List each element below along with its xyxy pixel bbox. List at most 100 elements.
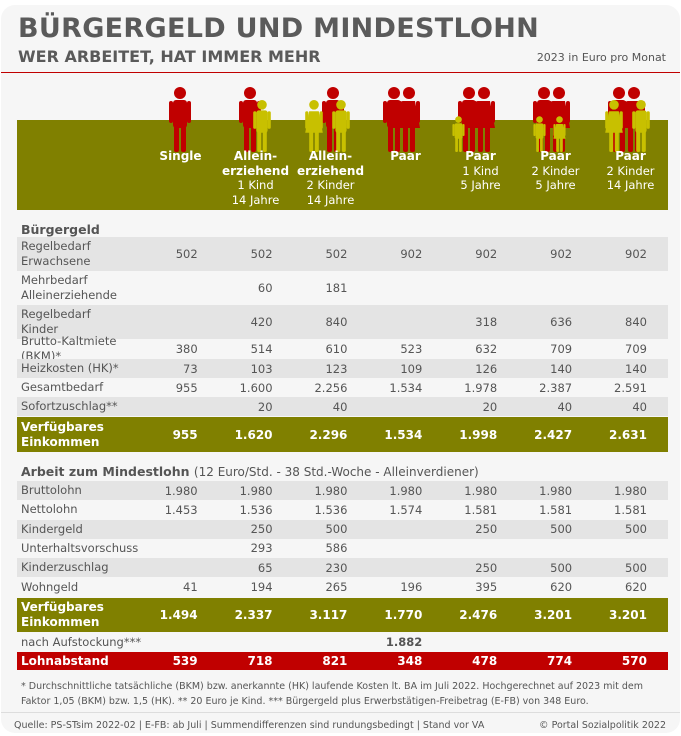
table-row: Bruttolohn 1.980 1.980 1.980 1.980 1.980 1.980…	[17, 481, 668, 500]
column-subtitle: 5 Jahre	[535, 178, 576, 192]
column-subtitle: 14 Jahre	[606, 178, 655, 192]
section-heading-buergergeld: Bürgergeld	[21, 222, 100, 237]
footnote: * Durchschnittliche tatsächliche (BKM) b…	[21, 681, 643, 707]
cell-value: 348	[397, 654, 423, 668]
cell-value: 395	[475, 580, 498, 594]
section-title: Arbeit zum Mindestlohn	[21, 464, 190, 479]
cell-value: 230	[325, 560, 348, 575]
cell-value: 502	[250, 247, 273, 261]
table-row: Unterhaltsvorschuss 293 586	[17, 539, 668, 558]
row-label: nach Aufstockung***	[21, 634, 142, 649]
row-label: Heizkosten (HK)*	[21, 361, 119, 375]
household-icon-6	[533, 87, 570, 152]
cell-value: 126	[475, 361, 498, 376]
cell-value: 955	[175, 380, 198, 395]
cell-value: 1.882	[385, 635, 423, 649]
table-row: Brutto-Kaltmiete (BKM)* 380 514 610 523 632 70…	[17, 334, 668, 363]
row-label: Wohngeld	[21, 579, 79, 594]
column-subtitle: 14 Jahre	[231, 192, 280, 207]
column-title: Paar	[390, 149, 421, 163]
column-subtitle: 1 Kind	[237, 178, 274, 192]
cell-value: 500	[325, 522, 348, 537]
household-icon-3	[305, 87, 350, 152]
cell-value: 1.980	[239, 483, 273, 498]
cell-value: 1.980	[314, 483, 348, 498]
cell-value: 293	[250, 541, 273, 556]
cell-value: 20	[257, 399, 273, 414]
cell-value: 1.980	[389, 483, 423, 498]
cell-value: 1.980	[164, 483, 198, 498]
boy-figure	[533, 116, 546, 152]
footer-divider	[1, 712, 680, 713]
row-label: Sofortzuschlag**	[21, 399, 118, 413]
cell-value: 570	[621, 654, 647, 668]
table-row: nach Aufstockung*** 1.882	[17, 632, 668, 652]
cell-value: 1.534	[384, 427, 423, 442]
cell-value: 1.600	[239, 380, 273, 395]
cell-value: 1.620	[234, 427, 273, 442]
cell-value: 1.581	[539, 502, 573, 517]
copyright: © Portal Sozialpolitik 2022	[539, 720, 666, 731]
unit-label: 2023 in Euro pro Monat	[536, 51, 666, 64]
column-title: Paar	[540, 149, 571, 163]
title-divider	[1, 72, 680, 73]
cell-value: 636	[550, 315, 573, 329]
cell-value: 40	[332, 399, 348, 414]
cell-value: 2.296	[309, 427, 348, 442]
cell-value: 2.476	[459, 608, 498, 622]
cell-value: 1.980	[464, 483, 498, 498]
column-header: Allein- erziehend 2 Kinder 14 Jahre	[293, 149, 368, 207]
section-note: (12 Euro/Std. - 38 Std.-Woche - Alleinve…	[193, 465, 479, 479]
row-label: Regelbedarf Kinder	[21, 307, 91, 336]
cell-value: 500	[550, 522, 573, 537]
cell-value: 60	[257, 281, 273, 295]
page-title: BÜRGERGELD UND MINDESTLOHN	[18, 13, 540, 44]
column-subtitle: 1 Kind	[462, 163, 499, 178]
table-row: Heizkosten (HK)* 73 103 123 109 126 140 140	[17, 359, 668, 378]
cell-value: 2.591	[614, 380, 647, 395]
cell-value: 1.494	[159, 608, 198, 622]
column-subtitle: 2 Kinder	[531, 163, 580, 178]
boy-figure	[253, 100, 271, 152]
cell-value: 840	[325, 315, 348, 329]
cell-value: 123	[325, 361, 348, 376]
cell-value: 500	[550, 560, 573, 575]
boy-figure	[332, 100, 350, 152]
column-subtitle: 2 Kinder	[306, 178, 355, 192]
cell-value: 500	[625, 522, 647, 537]
section-heading-mindestlohn: Arbeit zum Mindestlohn (12 Euro/Std. - 3…	[21, 464, 479, 479]
boy-figure	[452, 116, 465, 152]
cell-value: 1.980	[539, 483, 573, 498]
cell-value: 514	[250, 342, 273, 356]
cell-value: 620	[550, 580, 573, 594]
cell-value: 1.574	[389, 502, 423, 517]
table-row: Verfügbares Einkommen 1.494 2.337 3.117 1.77…	[17, 598, 668, 632]
adult-figure	[169, 87, 191, 152]
cell-value: 140	[550, 361, 573, 376]
cell-value: 3.201	[609, 608, 647, 622]
cell-value: 902	[475, 247, 498, 261]
cell-value: 902	[550, 247, 573, 261]
cell-value: 502	[175, 247, 198, 261]
table-row: Regelbedarf Kinder 420 840 318 636 840	[17, 305, 668, 339]
cell-value: 1.536	[314, 502, 348, 517]
table-row: Mehrbedarf Alleinerziehende 60 181	[17, 271, 668, 305]
cell-value: 539	[172, 654, 198, 668]
cell-value: 709	[550, 342, 573, 356]
cell-value: 902	[400, 247, 423, 261]
row-label: Mehrbedarf Alleinerziehende	[21, 273, 117, 302]
girl-figure	[305, 100, 323, 152]
column-title: Allein- erziehend	[221, 149, 290, 178]
table-row: Regelbedarf Erwachsene 502 502 502 902 902 902…	[17, 237, 668, 271]
boy-figure	[632, 100, 650, 152]
adult-figure	[398, 87, 420, 152]
column-subtitle: 14 Jahre	[306, 192, 355, 207]
cell-value: 420	[250, 315, 273, 329]
column-header: Paar 2 Kinder 14 Jahre	[593, 149, 668, 193]
column-header: Paar	[368, 149, 443, 164]
adult-figure	[473, 87, 495, 152]
column-header: Paar 1 Kind 5 Jahre	[443, 149, 518, 193]
row-label: Kindergeld	[21, 521, 83, 536]
cell-value: 140	[625, 361, 647, 376]
girl-figure	[553, 116, 566, 152]
